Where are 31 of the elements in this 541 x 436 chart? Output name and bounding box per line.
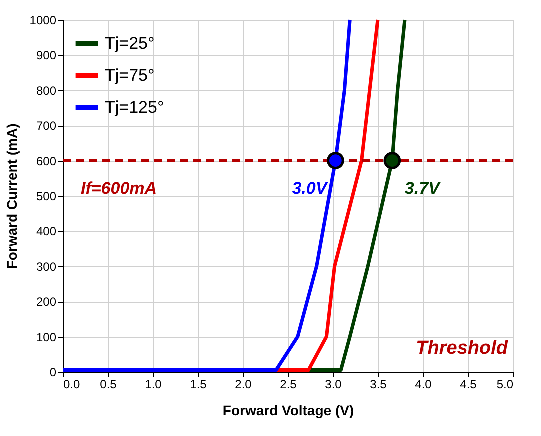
legend-label: Tj=75° [105, 66, 155, 85]
x-axis-title: Forward Voltage (V) [222, 402, 354, 418]
y-tick-label: 300 [36, 260, 57, 274]
annotation: 3.0V [292, 178, 329, 198]
y-tick-label: 800 [36, 84, 57, 98]
x-tick-label: 2.5 [280, 378, 298, 392]
legend-label: Tj=125° [105, 98, 164, 117]
x-tick-label: 4.0 [415, 378, 432, 392]
y-tick-label: 500 [36, 190, 57, 204]
x-tick-label: 5.0 [496, 378, 514, 392]
y-tick-label: 1000 [30, 14, 57, 28]
x-tick-label: 1.0 [145, 378, 162, 392]
y-axis-title: Forward Current (mA) [4, 124, 20, 270]
legend-label: Tj=25° [105, 34, 155, 53]
y-tick-label: 600 [36, 154, 57, 168]
y-tick-label: 0 [50, 366, 57, 380]
annotation: 3.7V [404, 178, 442, 198]
x-tick-label: 1.5 [190, 378, 208, 392]
ref-line-label: If=600mA [81, 178, 158, 198]
x-tick-label: 2.0 [235, 378, 252, 392]
y-tick-label: 400 [36, 224, 57, 239]
y-tick-label: 700 [36, 119, 57, 134]
y-tick-label: 900 [36, 48, 57, 63]
x-tick-label: 3.5 [370, 378, 388, 392]
x-tick-label: 0.0 [64, 378, 81, 392]
x-tick-label: 3.0 [325, 378, 342, 392]
annotation: Threshold [416, 338, 508, 359]
x-tick-label: 0.5 [100, 378, 118, 392]
y-tick-label: 100 [36, 330, 57, 344]
y-tick-label: 200 [36, 295, 57, 310]
x-tick-label: 4.5 [460, 378, 478, 392]
